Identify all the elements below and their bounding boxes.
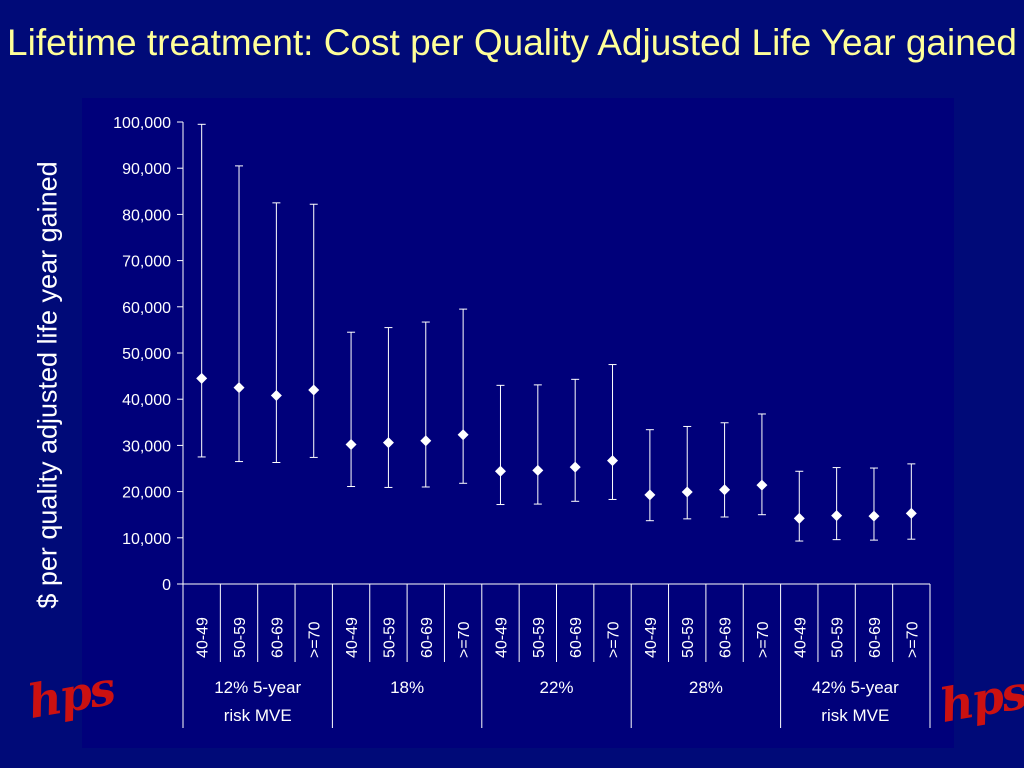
data-point — [831, 510, 843, 522]
x-tick-label: 40-49 — [792, 617, 809, 658]
y-tick-label: 90,000 — [122, 161, 171, 178]
x-tick-label: >=70 — [456, 621, 473, 658]
x-tick-label: 50-59 — [531, 617, 548, 658]
group-label: 12% 5-year — [214, 678, 301, 697]
x-tick-label: 40-49 — [195, 617, 212, 658]
x-tick-label: 40-49 — [493, 617, 510, 658]
y-tick-label: 60,000 — [122, 300, 171, 317]
group-label: 22% — [539, 678, 573, 697]
data-point — [719, 484, 731, 496]
y-tick-label: 20,000 — [122, 485, 171, 502]
slide-title: Lifetime treatment: Cost per Quality Adj… — [7, 22, 1017, 63]
y-tick-label: 100,000 — [113, 115, 171, 132]
data-point — [345, 438, 357, 450]
x-tick-label: 60-69 — [419, 617, 436, 658]
x-tick-label: 60-69 — [568, 617, 585, 658]
x-tick-label: >=70 — [307, 621, 324, 658]
data-point — [644, 489, 656, 501]
data-point — [457, 429, 469, 441]
x-tick-label: 50-59 — [381, 617, 398, 658]
y-tick-label: 70,000 — [122, 254, 171, 271]
group-label-line2: risk MVE — [224, 706, 292, 725]
data-point — [607, 455, 619, 467]
data-point — [681, 486, 693, 498]
group-label-line2: risk MVE — [821, 706, 889, 725]
data-point — [532, 464, 544, 476]
y-tick-label: 30,000 — [122, 438, 171, 455]
x-tick-label: 50-59 — [830, 617, 847, 658]
y-tick-label: 40,000 — [122, 392, 171, 409]
y-tick-label: 10,000 — [122, 531, 171, 548]
data-point — [382, 437, 394, 449]
data-point — [196, 372, 208, 384]
data-point — [905, 507, 917, 519]
x-tick-label: 60-69 — [867, 617, 884, 658]
data-point — [270, 390, 282, 402]
y-tick-label: 80,000 — [122, 207, 171, 224]
x-tick-label: >=70 — [606, 621, 623, 658]
data-point — [569, 461, 581, 473]
group-label: 28% — [689, 678, 723, 697]
data-point — [308, 384, 320, 396]
data-point — [868, 510, 880, 522]
y-tick-label: 50,000 — [122, 346, 171, 363]
data-point — [233, 382, 245, 394]
data-point — [494, 465, 506, 477]
x-tick-label: 60-69 — [269, 617, 286, 658]
data-point — [420, 435, 432, 447]
x-tick-label: 50-59 — [232, 617, 249, 658]
x-tick-label: 60-69 — [718, 617, 735, 658]
x-tick-label: >=70 — [755, 621, 772, 658]
x-tick-label: 40-49 — [344, 617, 361, 658]
group-label: 18% — [390, 678, 424, 697]
x-tick-label: 50-59 — [680, 617, 697, 658]
data-point — [756, 479, 768, 491]
x-tick-label: >=70 — [904, 621, 921, 658]
data-point — [793, 512, 805, 524]
plot-panel — [82, 98, 954, 748]
group-label: 42% 5-year — [812, 678, 899, 697]
x-tick-label: 40-49 — [643, 617, 660, 658]
y-tick-label: 0 — [162, 577, 171, 594]
